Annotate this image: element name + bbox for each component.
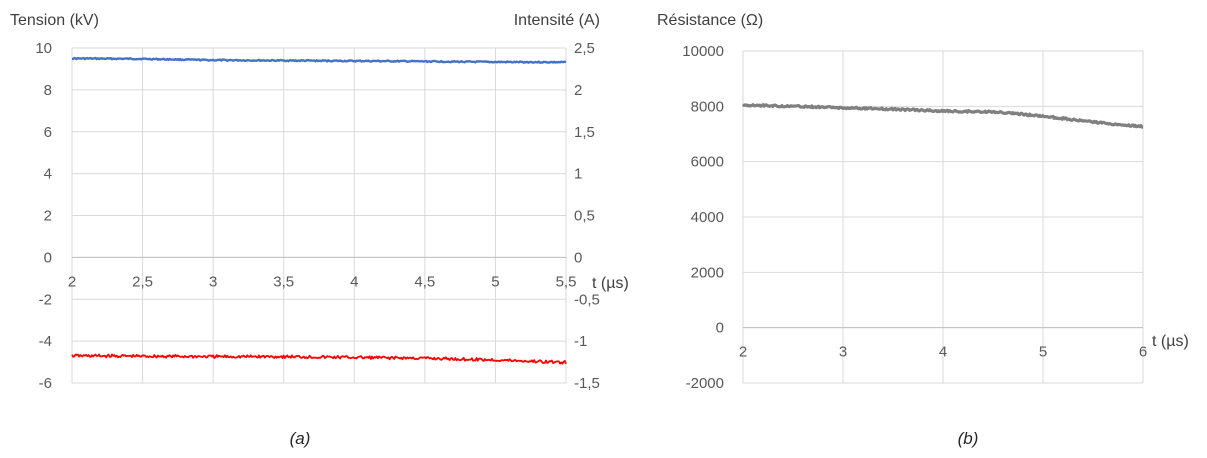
chart-b-ylabel: Résistance (Ω): [657, 12, 763, 29]
chart-b-caption: (b): [958, 429, 979, 448]
chart-b-ytick: 8000: [691, 98, 724, 115]
chart-a-ytick: -6: [39, 375, 52, 392]
chart-a-y2tick: -1,5: [574, 375, 600, 392]
chart-a-xtick: 5,5: [556, 273, 577, 290]
chart-a-grid: [72, 48, 566, 383]
chart-a-xtick: 4,5: [414, 273, 435, 290]
chart-a-ytick: 0: [44, 249, 52, 266]
chart-b-grid: [743, 51, 1143, 383]
chart-b-ytick: -2000: [686, 375, 724, 392]
chart-a-xtick: 2,5: [132, 273, 153, 290]
chart-b-ytick: 6000: [691, 154, 724, 171]
chart-a-series-line: [72, 58, 566, 63]
chart-a: 2 2,5 3 3,5 4 4,5 5 5,5-6-4-20246810-1,5-1-0,50…: [10, 12, 629, 448]
chart-a-ytick: -2: [39, 291, 52, 308]
chart-b-xtick: 5: [1039, 344, 1047, 361]
chart-b-xtick: 4: [939, 344, 947, 361]
chart-a-xtick: 3,5: [273, 273, 294, 290]
chart-a-ytick: -4: [39, 333, 52, 350]
chart-b-ytick: 10000: [682, 43, 724, 60]
chart-a-y2tick: 2,5: [574, 40, 595, 57]
chart-b-ytick: 0: [716, 320, 724, 337]
chart-a-ylabel: Tension (kV): [10, 12, 99, 29]
chart-b-ytick: 4000: [691, 209, 724, 226]
chart-a-ytick: 8: [44, 82, 52, 99]
chart-a-xtick: 4: [350, 273, 358, 290]
chart-a-ytick: 2: [44, 208, 52, 225]
chart-b-xtick: 2: [739, 344, 747, 361]
chart-a-y2tick: 0,5: [574, 208, 595, 225]
chart-a-xtick: 3: [209, 273, 217, 290]
chart-a-y2tick: -1: [574, 333, 587, 350]
chart-b-xtick: 3: [839, 344, 847, 361]
chart-a-ytick: 6: [44, 124, 52, 141]
chart-a-caption: (a): [290, 429, 311, 448]
chart-b: 2 3 4 5 6 -2000 0 2000 4000 6000 8000 10000 Résista…: [657, 12, 1189, 448]
chart-a-y2tick: -0,5: [574, 291, 600, 308]
chart-a-y2tick: 0: [574, 249, 582, 266]
chart-a-y2tick: 1: [574, 166, 582, 183]
chart-a-xtick: 2: [68, 273, 76, 290]
chart-a-y2tick: 1,5: [574, 124, 595, 141]
chart-a-series: [72, 58, 566, 364]
chart-a-xlabel: t (µs): [592, 275, 629, 292]
chart-b-ytick: 2000: [691, 264, 724, 281]
chart-a-series-line: [72, 355, 566, 364]
chart-a-ytick: 4: [44, 166, 52, 183]
chart-a-y2tick: 2: [574, 82, 582, 99]
chart-b-xlabel: t (µs): [1152, 333, 1189, 350]
chart-a-xtick: 5: [491, 273, 499, 290]
chart-b-xtick: 6: [1139, 344, 1147, 361]
chart-a-ytick: 10: [35, 40, 52, 57]
chart-a-y2label: Intensité (A): [514, 12, 600, 29]
